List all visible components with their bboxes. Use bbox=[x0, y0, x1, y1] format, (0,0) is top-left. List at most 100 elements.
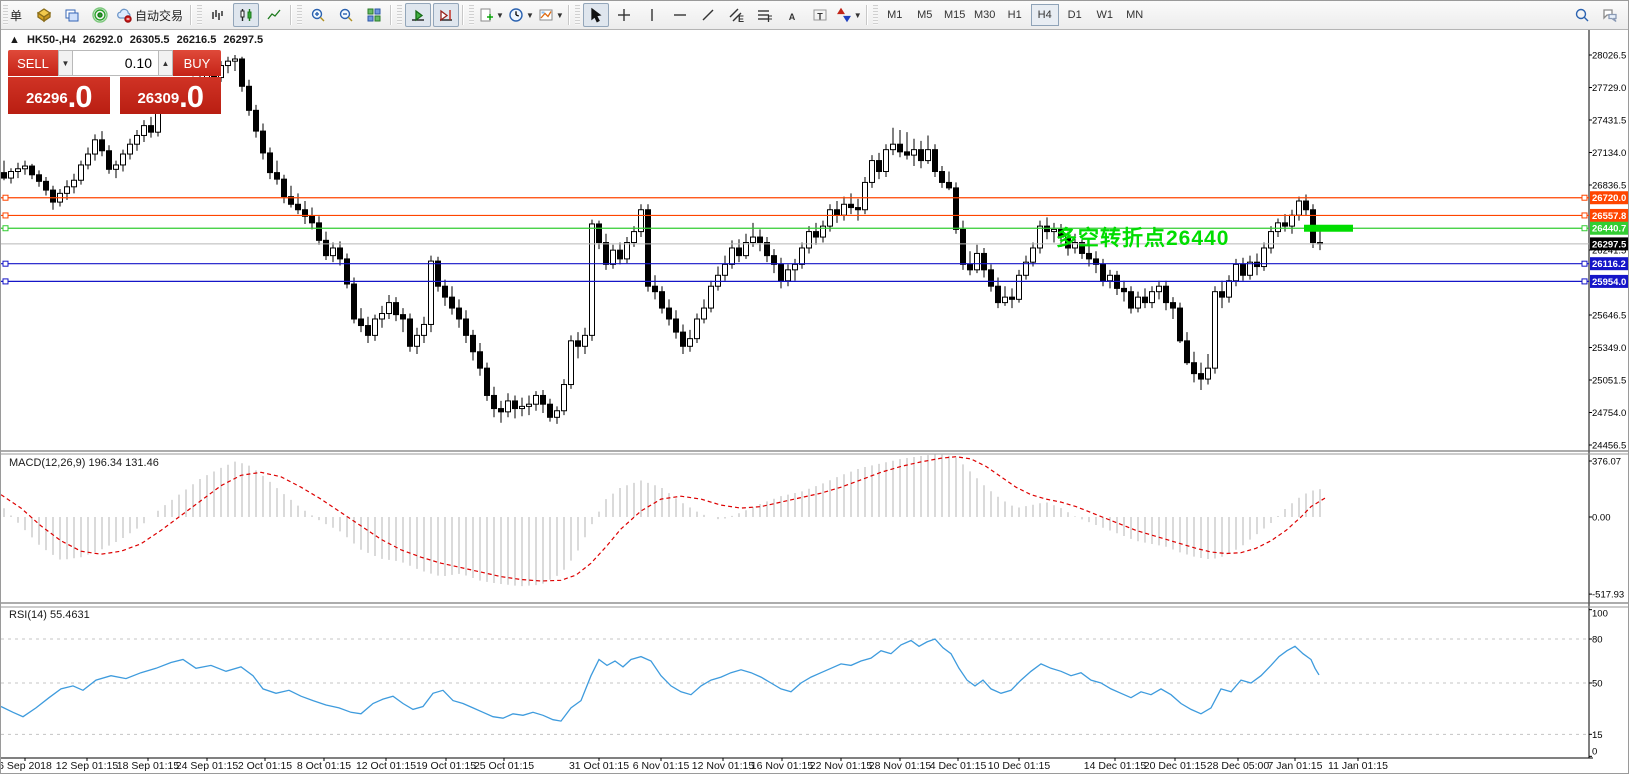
turning-point-segment[interactable] bbox=[1304, 224, 1353, 232]
trend-icon bbox=[702, 9, 714, 21]
svg-text:27431.5: 27431.5 bbox=[1592, 116, 1626, 127]
signal-icon bbox=[92, 7, 108, 23]
text-label-button[interactable]: T bbox=[807, 3, 833, 27]
svg-text:T: T bbox=[817, 12, 823, 22]
horizontal-levels[interactable] bbox=[1, 194, 1589, 285]
bar-chart-button[interactable] bbox=[205, 3, 231, 27]
toolbar-separator bbox=[462, 5, 465, 25]
new-order-button[interactable]: 单 bbox=[3, 3, 29, 27]
tf-m15[interactable]: M15 bbox=[941, 4, 969, 26]
vertical-line-button[interactable] bbox=[639, 3, 665, 27]
collapse-panel-arrow-icon[interactable]: ▲ bbox=[9, 34, 20, 46]
toolbar-separator bbox=[190, 5, 193, 25]
zoom-in-button[interactable] bbox=[305, 3, 331, 27]
indicators-button[interactable]: ▼ bbox=[477, 3, 505, 27]
date-label: 4 Dec 01:15 bbox=[929, 760, 987, 772]
windows-icon bbox=[65, 9, 79, 22]
tf-m5-label: M5 bbox=[917, 9, 933, 21]
line-chart-button[interactable] bbox=[261, 3, 287, 27]
search-button[interactable] bbox=[1569, 3, 1595, 27]
svg-text:F: F bbox=[767, 14, 772, 23]
main-toolbar: 单 自动交易 ▼ ▼ ▼ E F A T ▼ M1 M5 M15 M30 H1 H4 D1 W1 MN bbox=[1, 1, 1628, 30]
tf-m30[interactable]: M30 bbox=[971, 4, 999, 26]
date-label: 28 Dec 05:00 bbox=[1206, 760, 1270, 772]
buy-price-button[interactable]: 26309 .0 bbox=[119, 77, 221, 114]
tf-h4[interactable]: H4 bbox=[1030, 4, 1059, 26]
symbol-info-bar: ▲ HK50-,H4 26292.0 26305.5 26216.5 26297… bbox=[9, 34, 267, 46]
tile-windows-button[interactable] bbox=[361, 3, 387, 27]
date-label: 18 Sep 01:15 bbox=[116, 760, 180, 772]
autotrading-button[interactable]: 自动交易 bbox=[115, 3, 187, 27]
tf-mn-label: MN bbox=[1126, 9, 1144, 21]
toolbar-drag-handle[interactable] bbox=[197, 5, 203, 25]
horizontal-line-button[interactable] bbox=[667, 3, 693, 27]
toolbar-separator bbox=[290, 5, 293, 25]
toolbar-drag-handle[interactable] bbox=[872, 5, 878, 25]
volume-increase-button[interactable]: ▲ bbox=[158, 50, 173, 76]
arrows-button[interactable]: ▼ bbox=[835, 3, 863, 27]
svg-text:50: 50 bbox=[1592, 679, 1603, 690]
date-label: 16 Nov 01:15 bbox=[750, 760, 814, 772]
tf-h1[interactable]: H1 bbox=[1001, 4, 1029, 26]
zoomin-icon bbox=[311, 8, 325, 22]
trendline-button[interactable] bbox=[695, 3, 721, 27]
toolbar-drag-handle[interactable] bbox=[297, 5, 303, 25]
macd-signal-line bbox=[1, 456, 1327, 582]
bars-icon bbox=[212, 10, 223, 20]
sell-button[interactable]: SELL bbox=[8, 50, 58, 76]
toolbar-drag-handle[interactable] bbox=[469, 5, 475, 25]
svg-text:27134.0: 27134.0 bbox=[1592, 148, 1626, 159]
fibonacci-button[interactable]: F bbox=[751, 3, 777, 27]
svg-text:26720.0: 26720.0 bbox=[1592, 193, 1626, 204]
svg-text:-517.93: -517.93 bbox=[1592, 590, 1624, 601]
volume-input[interactable]: 0.10 bbox=[73, 50, 158, 76]
arrows-button-caret-icon[interactable]: ▼ bbox=[853, 10, 862, 20]
crosshair-button[interactable] bbox=[611, 3, 637, 27]
ohlc-open: 26292.0 bbox=[82, 34, 123, 46]
toolbar-drag-handle[interactable] bbox=[574, 5, 580, 25]
tf-mn[interactable]: MN bbox=[1121, 4, 1149, 26]
svg-text:25349.0: 25349.0 bbox=[1592, 343, 1626, 354]
toolbar-drag-handle[interactable] bbox=[397, 5, 403, 25]
zoom-out-button[interactable] bbox=[333, 3, 359, 27]
chat-button[interactable] bbox=[1597, 3, 1623, 27]
inddoc-icon bbox=[480, 8, 494, 22]
tf-w1-label: W1 bbox=[1096, 9, 1113, 21]
symbol-title: HK50-,H4 bbox=[26, 34, 76, 46]
sell-price-button[interactable]: 26296 .0 bbox=[8, 77, 110, 114]
candlestick-chart-button[interactable] bbox=[233, 3, 260, 27]
date-label: 7 Jan 01:15 bbox=[1267, 760, 1323, 772]
open-windows-button[interactable] bbox=[59, 3, 85, 27]
date-axis[interactable]: 6 Sep 2018 12 Sep 01:15 18 Sep 01:15 24 Sep… bbox=[1, 760, 1589, 773]
periods-button[interactable]: ▼ bbox=[507, 3, 535, 27]
periods-button-caret-icon[interactable]: ▼ bbox=[525, 10, 534, 20]
signals-button[interactable] bbox=[87, 3, 113, 27]
cursor-button[interactable] bbox=[582, 3, 609, 27]
zoomout-icon bbox=[339, 8, 353, 22]
price-axis[interactable]: 28026.5 27729.0 27431.5 27134.0 26836.5 26241… bbox=[1589, 51, 1626, 452]
date-label: 12 Sep 01:15 bbox=[55, 760, 119, 772]
chart-shift-button[interactable] bbox=[433, 3, 460, 27]
indicators-button-caret-icon[interactable]: ▼ bbox=[496, 10, 504, 20]
equidistant-channel-button[interactable]: E bbox=[723, 3, 749, 27]
chart-annotation-text[interactable]: 多空转折点26440 bbox=[1056, 227, 1230, 250]
volume-decrease-button[interactable]: ▼ bbox=[58, 50, 73, 76]
tf-w1[interactable]: W1 bbox=[1091, 4, 1119, 26]
svg-text:28026.5: 28026.5 bbox=[1592, 51, 1626, 62]
templates-button-caret-icon[interactable]: ▼ bbox=[555, 10, 564, 20]
tf-m1[interactable]: M1 bbox=[881, 4, 909, 26]
auto-scroll-button[interactable] bbox=[405, 3, 432, 27]
tf-m5[interactable]: M5 bbox=[911, 4, 939, 26]
text-button[interactable]: A bbox=[779, 3, 805, 27]
labelT-icon: T bbox=[813, 9, 827, 22]
toolbar-drag-handle[interactable] bbox=[3, 5, 8, 25]
linechart-icon bbox=[267, 9, 281, 20]
templates-button[interactable]: ▼ bbox=[537, 3, 565, 27]
buy-button[interactable]: BUY bbox=[173, 50, 221, 76]
tf-d1[interactable]: D1 bbox=[1061, 4, 1089, 26]
date-label: 6 Nov 01:15 bbox=[632, 760, 690, 772]
date-label: 25 Oct 01:15 bbox=[473, 760, 535, 772]
history-box-button[interactable] bbox=[31, 3, 57, 27]
